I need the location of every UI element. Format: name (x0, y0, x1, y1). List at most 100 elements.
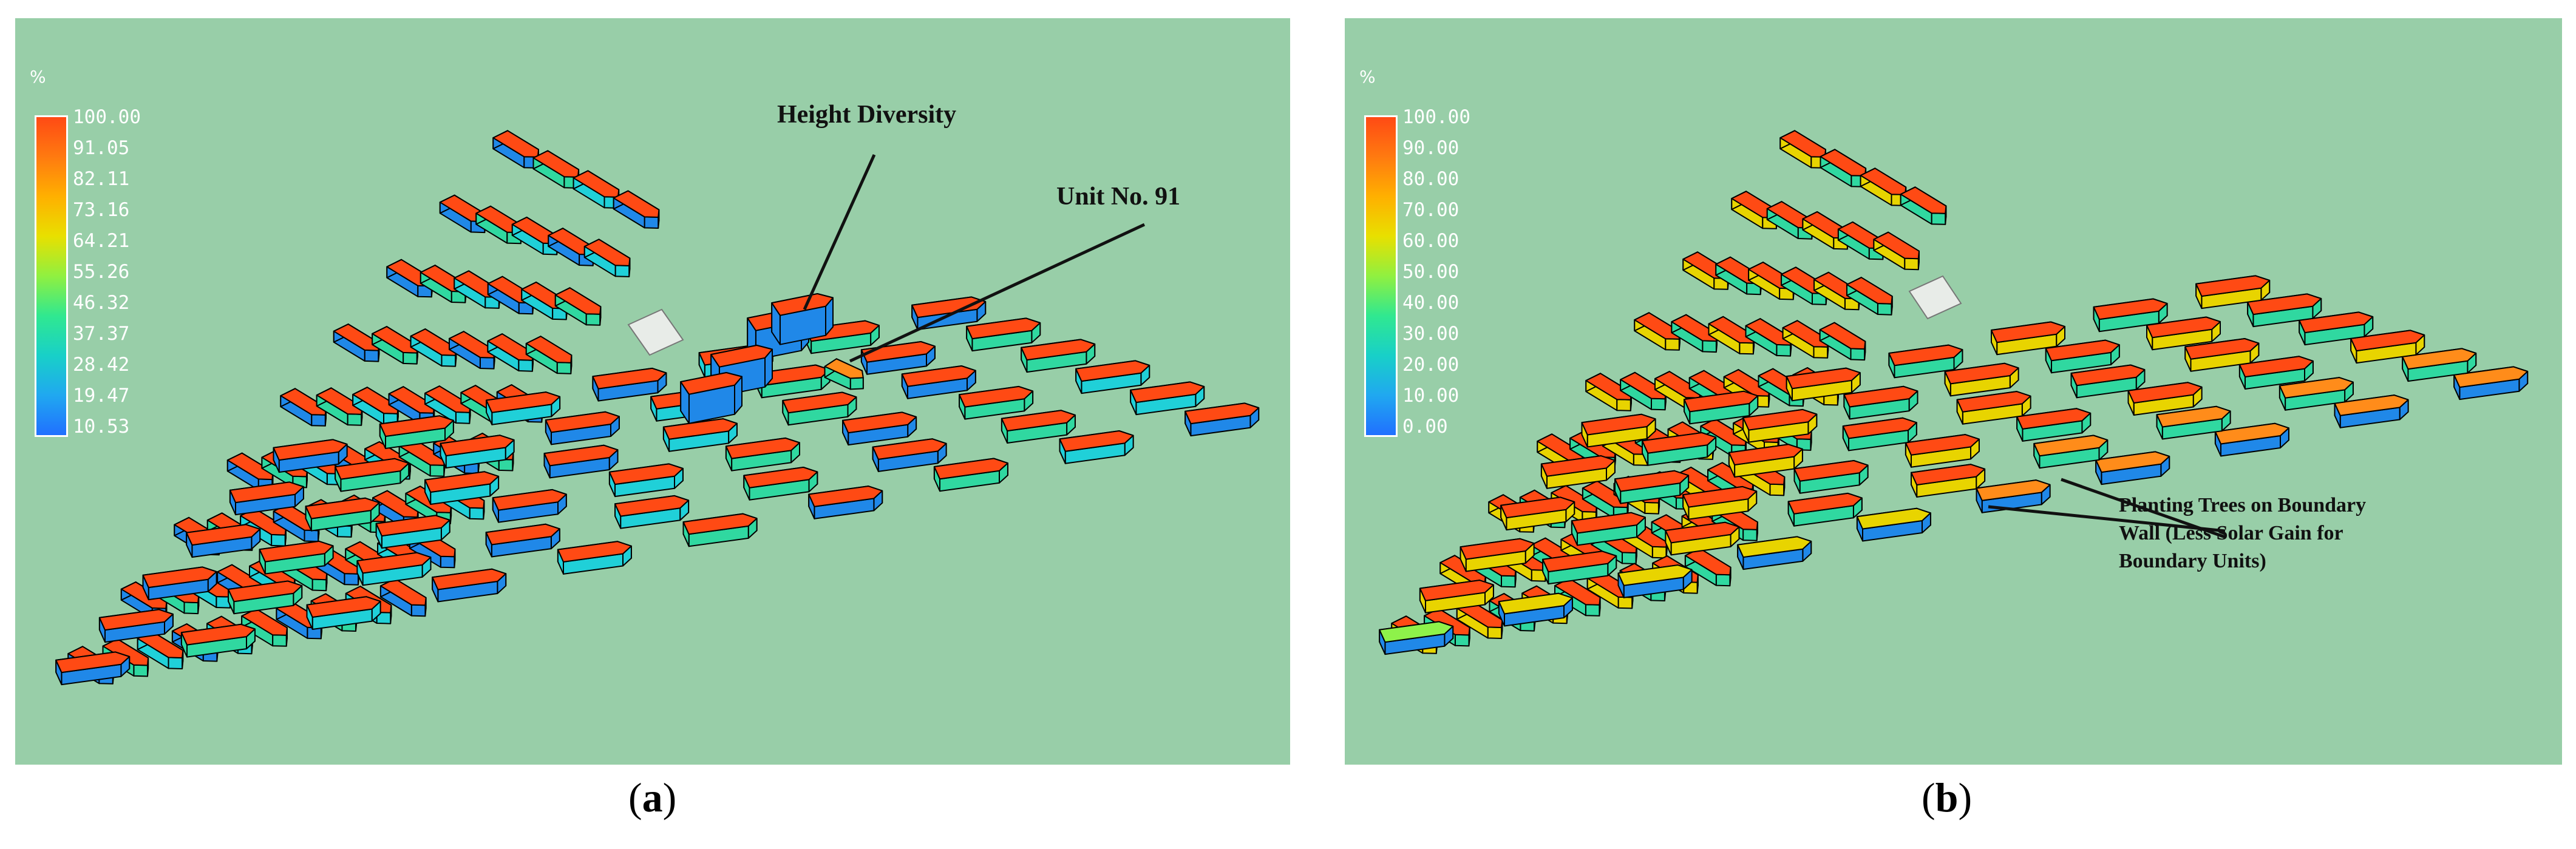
building (824, 358, 864, 390)
building (614, 495, 690, 529)
building-wall (133, 664, 148, 677)
building-roof (1665, 521, 1740, 544)
building-roof (1856, 507, 1931, 530)
panel-b: % 100.00 90.00 80.00 70.00 60.00 50.00 40.00 30… (1345, 18, 2562, 765)
building-roof (2095, 451, 2170, 473)
building (1021, 339, 1096, 373)
building-wall (183, 601, 199, 615)
building-wall (1665, 338, 1680, 351)
empty-plot (627, 308, 684, 356)
building-wall (455, 411, 471, 424)
building (525, 336, 573, 374)
building (492, 489, 567, 523)
building (725, 437, 800, 472)
building (2033, 435, 2109, 469)
building-roof (860, 341, 936, 363)
building-roof (782, 391, 857, 414)
building-roof (532, 150, 580, 178)
building-roof (1905, 434, 1980, 456)
building-roof (743, 467, 818, 489)
building-wall (429, 464, 445, 477)
building-roof (1379, 621, 1454, 643)
building (1860, 167, 1907, 206)
building (608, 463, 684, 498)
building (1737, 536, 1812, 570)
building-wall (479, 357, 495, 370)
building (98, 609, 174, 643)
building (486, 391, 561, 425)
building (487, 333, 534, 372)
building-roof (725, 437, 800, 459)
building-roof (710, 345, 773, 368)
building-roof (1684, 390, 1759, 413)
building (662, 418, 738, 452)
building-roof (2195, 275, 2271, 297)
building-roof (1581, 413, 1656, 436)
annotation-unit-no: Unit No. 91 (1056, 183, 1181, 211)
building (1956, 391, 2031, 425)
building (808, 485, 883, 519)
building-roof (2279, 377, 2354, 399)
building-roof (557, 541, 632, 563)
building-roof (2214, 422, 2289, 445)
building (2402, 348, 2477, 382)
building-roof (554, 287, 602, 315)
building (379, 578, 427, 617)
site-model-b (1379, 130, 2529, 655)
building (2238, 356, 2314, 390)
building-wall (1715, 573, 1731, 587)
building-wall (498, 458, 514, 472)
building (1819, 322, 1866, 361)
building (2350, 330, 2425, 364)
building (1500, 496, 1575, 531)
building (259, 540, 334, 575)
building (2127, 382, 2203, 416)
building-roof (486, 391, 561, 413)
building-roof (2184, 338, 2260, 360)
building (492, 130, 539, 169)
building-roof (306, 596, 381, 618)
building-wall (441, 354, 457, 367)
building (1665, 521, 1740, 556)
legend-unit-label: % (1359, 67, 1376, 87)
building-roof (1793, 460, 1869, 482)
building-roof (1944, 362, 2019, 385)
building-roof (2146, 316, 2221, 339)
building (1976, 479, 2051, 513)
building (2095, 451, 2170, 485)
building-roof (614, 495, 690, 517)
building-roof (2045, 339, 2120, 362)
legend-tick-label: 55.26 (73, 261, 130, 283)
building-roof (1059, 430, 1134, 452)
building-wall (1622, 552, 1637, 564)
building (1075, 360, 1150, 394)
building-wall (614, 265, 630, 277)
building (1456, 600, 1503, 639)
building-roof (583, 238, 631, 266)
legend-tick-label: 28.42 (73, 354, 130, 376)
building (543, 444, 619, 479)
legend-tick-label: 80.00 (1402, 168, 1460, 190)
building-wall (1702, 340, 1717, 353)
building (1585, 373, 1632, 411)
building-roof (608, 463, 684, 485)
building-wall (1877, 303, 1892, 316)
building (1571, 512, 1646, 546)
building-roof (375, 515, 450, 537)
building-roof (1860, 167, 1907, 195)
building (680, 372, 743, 424)
building-roof (492, 489, 567, 511)
building (375, 515, 450, 549)
building (782, 391, 857, 426)
building (532, 150, 580, 189)
building (333, 323, 380, 362)
building (180, 623, 256, 658)
building (186, 524, 261, 558)
building-roof (592, 367, 667, 390)
building (1642, 432, 1717, 466)
building-wall (440, 555, 455, 569)
building (872, 438, 947, 472)
building-roof (2070, 364, 2146, 387)
legend-tick-label: 37.37 (73, 323, 130, 345)
building-wall (1769, 483, 1785, 496)
